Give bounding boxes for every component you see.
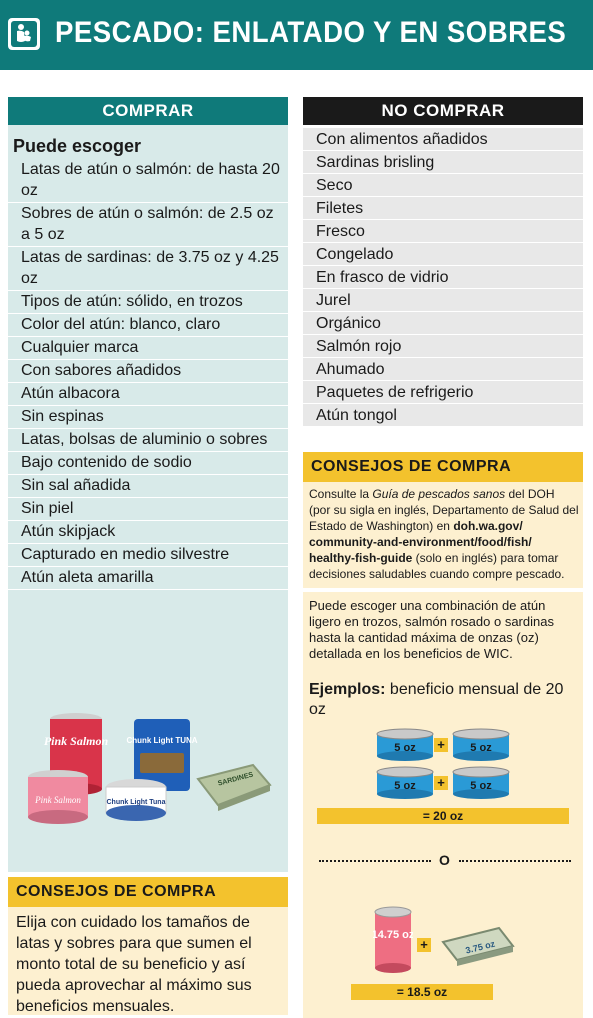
can-14-75oz: 14.75 oz (372, 906, 415, 974)
buy-item: Con sabores añadidos (8, 360, 288, 383)
plus-sign: + (434, 776, 448, 790)
nobuy-item: Sardinas brisling (303, 151, 583, 174)
can-5oz: 5 oz (451, 766, 511, 800)
nobuy-list: Con alimentos añadidos Sardinas brisling… (303, 128, 583, 427)
buy-subheading: Puede escoger (13, 136, 142, 156)
total-bar-18-5oz: = 18.5 oz (351, 984, 493, 1000)
product-label: Chunk Light Tuna (107, 799, 166, 806)
can-label: 5 oz (394, 780, 416, 792)
example-rest: beneficio mensual de 20 oz (309, 681, 564, 718)
sardine-tin: SARDINES (196, 763, 272, 811)
can-5oz: 5 oz (375, 728, 435, 762)
nobuy-item: Ahumado (303, 358, 583, 381)
left-tips-heading: CONSEJOS DE COMPRA (8, 877, 288, 907)
buy-list: Latas de atún o salmón: de hasta 20 oz S… (8, 159, 288, 590)
buy-item: Sobres de atún o salmón: de 2.5 oz a 5 o… (8, 203, 288, 247)
nobuy-item: Salmón rojo (303, 335, 583, 358)
buy-item: Tipos de atún: sólido, en trozos (8, 291, 288, 314)
nobuy-item: Jurel (303, 289, 583, 312)
buy-item: Latas, bolsas de aluminio o sobres (8, 429, 288, 452)
nobuy-item: Orgánico (303, 312, 583, 335)
nobuy-item: Fresco (303, 220, 583, 243)
buy-item: Atún albacora (8, 383, 288, 406)
tips-text: (solo en inglés) para tomar decisiones s… (309, 551, 565, 581)
pink-salmon-can-short: Pink Salmon (28, 770, 88, 824)
buy-item: Latas de atún o salmón: de hasta 20 oz (8, 159, 288, 203)
buy-item: Sin sal añadida (8, 475, 288, 498)
buy-heading: COMPRAR (8, 97, 288, 125)
page-title: PESCADO: ENLATADO Y EN SOBRES (55, 16, 567, 49)
right-tips-body: Consulte la Guía de pescados sanos del D… (303, 482, 583, 588)
divider-dots (319, 860, 431, 862)
can-label: 5 oz (394, 742, 416, 754)
can-label: 5 oz (470, 742, 492, 754)
tips-text: del DOH (por su sigla en inglés, Departa… (309, 487, 579, 533)
right-tips-heading: CONSEJOS DE COMPRA (303, 452, 583, 482)
nobuy-item: Atún tongol (303, 404, 583, 427)
can-5oz: 5 oz (451, 728, 511, 762)
combo-description: Puede escoger una combinación de atún li… (309, 598, 554, 661)
nobuy-heading: NO COMPRAR (303, 97, 583, 125)
buy-item: Cualquier marca (8, 337, 288, 360)
buy-item: Color del atún: blanco, claro (8, 314, 288, 337)
buy-section: COMPRAR Puede escoger Latas de atún o sa… (8, 97, 288, 872)
example-heading: Ejemplos: beneficio mensual de 20 oz (309, 680, 579, 720)
buy-item: Capturado en medio silvestre (8, 544, 288, 567)
nobuy-item: Paquetes de refrigerio (303, 381, 583, 404)
products-illustration: Pink Salmon Pink Salmon Chunk Light TUNA (18, 707, 278, 857)
product-label: Chunk Light TUNA (126, 736, 197, 745)
tuna-can: Chunk Light Tuna (105, 779, 167, 821)
total-bar-20oz: = 20 oz (317, 808, 569, 824)
plus-sign: + (434, 738, 448, 752)
buy-item: Sin piel (8, 498, 288, 521)
tuna-pouch: Chunk Light TUNA (126, 719, 198, 791)
nobuy-item: Congelado (303, 243, 583, 266)
buy-item: Sin espinas (8, 406, 288, 429)
buy-item: Atún skipjack (8, 521, 288, 544)
can-label: 14.75 oz (373, 929, 413, 941)
plus-sign: + (417, 938, 431, 952)
mother-child-icon (8, 18, 40, 50)
nobuy-item: Seco (303, 174, 583, 197)
nobuy-item: En frasco de vidrio (303, 266, 583, 289)
example-bold: Ejemplos: (309, 681, 386, 698)
buy-item: Atún aleta amarilla (8, 567, 288, 590)
nobuy-item: Filetes (303, 197, 583, 220)
can-5oz: 5 oz (375, 766, 435, 800)
tips-text: Consulte la (309, 487, 373, 501)
nobuy-item: Con alimentos añadidos (303, 128, 583, 151)
fish-guide-title: Guía de pescados sanos (372, 487, 506, 501)
or-label: O (439, 852, 450, 868)
can-label: 5 oz (470, 780, 492, 792)
combo-examples: Puede escoger una combinación de atún li… (303, 592, 583, 1018)
fish-guide-url[interactable]: doh.wa.gov/ community-and-environment/fo… (309, 519, 532, 565)
sardine-tin-3-75oz: 3.75 oz (437, 922, 517, 966)
buy-item: Bajo contenido de sodio (8, 452, 288, 475)
left-tips-body: Elija con cuidado los tamaños de latas y… (8, 907, 288, 1015)
buy-item: Latas de sardinas: de 3.75 oz y 4.25 oz (8, 247, 288, 291)
product-label: Pink Salmon (44, 734, 109, 748)
product-label: Pink Salmon (34, 795, 81, 805)
divider-dots (459, 860, 571, 862)
page-header: PESCADO: ENLATADO Y EN SOBRES (0, 0, 593, 70)
